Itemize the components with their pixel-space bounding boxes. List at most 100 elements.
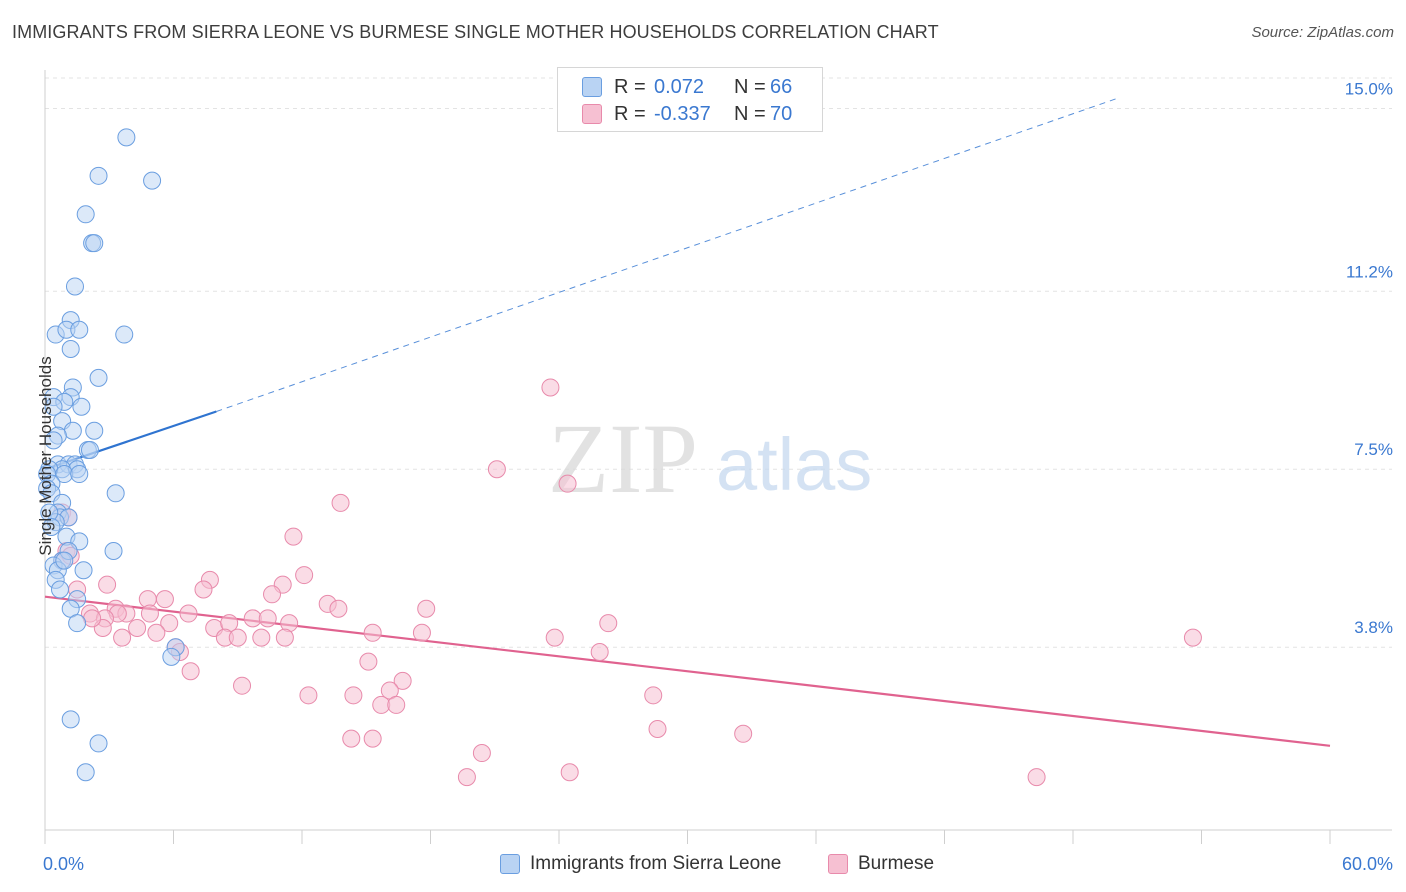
point-burmese <box>342 729 361 748</box>
bottom-legend-label: Burmese <box>858 853 935 874</box>
point-burmese <box>128 618 147 637</box>
point-burmese <box>181 662 200 681</box>
point-burmese <box>417 599 436 618</box>
point-burmese <box>393 671 412 690</box>
point-burmese <box>299 686 318 705</box>
point-burmese <box>363 729 382 748</box>
legend-row-sierra-leone: R = 0.072 N = 66 <box>582 74 792 100</box>
point-burmese <box>243 609 262 628</box>
point-sierra-leone <box>117 128 136 147</box>
point-burmese <box>83 609 102 628</box>
bottom-legend-swatch-pink <box>828 854 848 874</box>
watermark-zip: ZIP <box>548 403 698 514</box>
x-tick-label: 60.0% <box>1342 854 1393 874</box>
point-sierra-leone <box>61 339 80 358</box>
point-sierra-leone <box>50 580 69 599</box>
y-tick-label: 15.0% <box>1345 79 1393 98</box>
legend-row-burmese: R = -0.337 N = 70 <box>582 101 792 127</box>
point-burmese <box>233 676 252 695</box>
point-sierra-leone <box>85 234 104 253</box>
point-burmese <box>545 628 564 647</box>
watermark-atlas: atlas <box>716 423 872 506</box>
point-burmese <box>329 599 348 618</box>
point-burmese <box>541 378 560 397</box>
point-burmese <box>179 604 198 623</box>
y-tick-label: 7.5% <box>1354 440 1393 459</box>
legend-r-label: R = <box>614 75 646 98</box>
point-sierra-leone <box>61 710 80 729</box>
point-burmese <box>359 652 378 671</box>
bottom-legend-sierra-leone: Immigrants from Sierra Leone <box>500 852 781 876</box>
point-sierra-leone <box>55 551 74 570</box>
point-burmese <box>1183 628 1202 647</box>
point-burmese <box>457 768 476 787</box>
legend-n-value: 66 <box>770 75 793 98</box>
point-burmese <box>560 763 579 782</box>
point-sierra-leone <box>68 614 87 633</box>
point-burmese <box>113 628 132 647</box>
y-tick-label: 11.2% <box>1346 262 1393 281</box>
point-sierra-leone <box>162 647 181 666</box>
point-sierra-leone <box>63 421 82 440</box>
point-burmese <box>648 719 667 738</box>
point-burmese <box>412 623 431 642</box>
bottom-legend-label: Immigrants from Sierra Leone <box>530 853 782 874</box>
point-burmese <box>252 628 271 647</box>
point-sierra-leone <box>76 205 95 224</box>
point-burmese <box>344 686 363 705</box>
legend-n-label: N = <box>734 75 766 98</box>
correlation-legend: R = 0.072 N = 66 R = -0.337 N = 70 <box>557 67 823 132</box>
point-burmese <box>147 623 166 642</box>
chart-title: IMMIGRANTS FROM SIERRA LEONE VS BURMESE … <box>12 22 939 42</box>
point-sierra-leone <box>42 517 61 536</box>
point-burmese <box>558 474 577 493</box>
trend-sierra-leone-extrapolated <box>216 98 1116 412</box>
point-burmese <box>258 609 277 628</box>
legend-n-label: N = <box>734 102 766 125</box>
point-burmese <box>98 575 117 594</box>
point-sierra-leone <box>44 431 63 450</box>
legend-r-value: -0.337 <box>654 102 711 125</box>
point-sierra-leone <box>89 734 108 753</box>
data-points <box>38 128 1202 787</box>
point-sierra-leone <box>80 441 99 459</box>
point-sierra-leone <box>70 320 89 339</box>
point-burmese <box>387 695 406 714</box>
point-burmese <box>295 566 314 585</box>
bottom-legend-burmese: Burmese <box>828 852 934 876</box>
point-burmese <box>590 643 609 662</box>
point-burmese <box>140 604 159 623</box>
x-tick-label: 0.0% <box>43 854 84 874</box>
point-burmese <box>1027 768 1046 787</box>
legend-r-value: 0.072 <box>654 75 705 98</box>
legend-n-value: 70 <box>770 102 793 125</box>
point-burmese <box>487 460 506 479</box>
source-label: Source: ZipAtlas.com <box>1251 24 1394 41</box>
point-sierra-leone <box>70 465 89 484</box>
bottom-legend-swatch-blue <box>500 854 520 874</box>
watermark: ZIP atlas <box>548 403 872 514</box>
point-sierra-leone <box>115 325 134 344</box>
point-sierra-leone <box>76 763 95 782</box>
point-burmese <box>363 623 382 642</box>
point-sierra-leone <box>85 421 104 440</box>
axes <box>44 70 1392 844</box>
point-burmese <box>472 744 491 763</box>
point-burmese <box>331 493 350 512</box>
point-burmese <box>372 695 391 714</box>
legend-swatch-blue <box>582 77 602 97</box>
legend-swatch-pink <box>582 104 602 124</box>
point-burmese <box>734 724 753 743</box>
point-burmese <box>263 585 282 604</box>
point-burmese <box>644 686 663 705</box>
point-sierra-leone <box>89 166 108 185</box>
grid-lines <box>45 77 1392 648</box>
point-sierra-leone <box>44 397 63 416</box>
point-burmese <box>160 614 179 633</box>
legend-r-label: R = <box>614 102 646 125</box>
trend-burmese <box>44 595 1331 747</box>
point-sierra-leone <box>72 397 91 416</box>
point-sierra-leone <box>143 171 162 190</box>
point-burmese <box>275 628 294 647</box>
